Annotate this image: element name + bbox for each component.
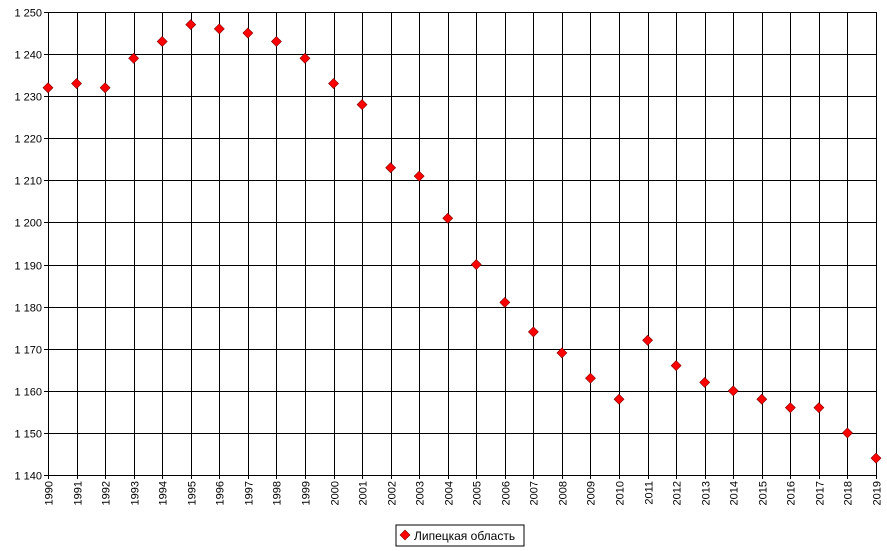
y-tick-label: 1 220 bbox=[14, 134, 42, 146]
grid bbox=[48, 12, 877, 476]
data-point bbox=[442, 212, 454, 224]
x-tick-label: 2005 bbox=[472, 481, 484, 505]
data-point bbox=[585, 372, 596, 384]
legend: Липецкая область bbox=[395, 524, 525, 547]
data-point bbox=[813, 402, 825, 414]
x-tick-label: 1991 bbox=[73, 481, 85, 505]
x-axis-ticks: 1990 1991 1992 1993 1994 1995 1996 1997 1998 1999… bbox=[44, 481, 884, 505]
x-tick-label: 1999 bbox=[301, 481, 313, 505]
y-tick-label: 1 170 bbox=[14, 345, 42, 357]
x-tick-label: 2010 bbox=[615, 481, 627, 505]
y-tick-label: 1 200 bbox=[14, 218, 42, 230]
x-tick-label: 1997 bbox=[244, 481, 256, 505]
x-tick-label: 2018 bbox=[843, 481, 855, 505]
plot-area-border bbox=[48, 12, 877, 476]
data-point bbox=[670, 360, 682, 371]
x-tick-label: 1990 bbox=[44, 481, 56, 505]
data-point bbox=[385, 162, 397, 174]
x-tick-label: 2016 bbox=[786, 481, 798, 505]
x-tick-label: 2000 bbox=[330, 481, 342, 505]
data-point bbox=[242, 27, 254, 39]
x-tick-label: 2003 bbox=[415, 481, 427, 505]
y-tick-label: 1 210 bbox=[14, 176, 42, 188]
data-point bbox=[613, 393, 625, 405]
x-tick-label: 1996 bbox=[215, 481, 227, 505]
data-point bbox=[71, 78, 82, 89]
x-tick-label: 2002 bbox=[387, 481, 399, 505]
legend-marker-diamond bbox=[399, 529, 411, 541]
axes bbox=[44, 12, 877, 479]
data-point bbox=[727, 385, 739, 397]
x-tick-label: 2004 bbox=[444, 481, 456, 505]
x-tick-label: 2015 bbox=[758, 481, 770, 505]
y-tick-label: 1 140 bbox=[14, 471, 42, 483]
x-tick-label: 1993 bbox=[130, 481, 142, 505]
data-point bbox=[499, 297, 511, 308]
data-point bbox=[299, 52, 311, 64]
data-point bbox=[470, 259, 482, 270]
legend-label: Липецкая область bbox=[414, 529, 515, 543]
data-point bbox=[842, 427, 853, 439]
legend-box bbox=[395, 524, 525, 547]
y-tick-label: 1 150 bbox=[14, 429, 42, 441]
x-tick-label: 2007 bbox=[529, 481, 541, 505]
data-point bbox=[213, 23, 225, 35]
x-tick-label: 2013 bbox=[701, 481, 713, 505]
y-tick-label: 1 180 bbox=[14, 303, 42, 315]
x-tick-label: 1998 bbox=[272, 481, 284, 505]
data-point bbox=[527, 326, 539, 338]
x-tick-label: 1994 bbox=[158, 481, 170, 505]
data-points bbox=[42, 19, 882, 464]
x-tick-label: 2017 bbox=[815, 481, 827, 505]
data-point bbox=[699, 376, 711, 388]
data-point bbox=[356, 99, 368, 111]
x-tick-label: 2019 bbox=[872, 481, 884, 505]
data-point bbox=[156, 36, 168, 47]
data-point bbox=[270, 36, 282, 47]
data-point bbox=[556, 347, 568, 359]
x-tick-label: 1992 bbox=[101, 481, 113, 505]
x-tick-label: 2012 bbox=[672, 481, 684, 505]
x-tick-label: 1995 bbox=[187, 481, 199, 505]
x-tick-label: 2006 bbox=[501, 481, 513, 505]
data-point bbox=[784, 402, 796, 414]
y-tick-label: 1 190 bbox=[14, 261, 42, 273]
data-point bbox=[756, 393, 768, 405]
data-point bbox=[42, 82, 54, 94]
data-point bbox=[185, 19, 197, 31]
data-point bbox=[99, 82, 111, 94]
x-tick-label: 2001 bbox=[358, 481, 370, 505]
data-point bbox=[328, 78, 339, 89]
y-tick-label: 1 160 bbox=[14, 387, 42, 399]
x-tick-label: 2014 bbox=[729, 481, 741, 505]
data-point bbox=[128, 52, 140, 64]
data-point bbox=[642, 334, 654, 346]
x-tick-label: 2008 bbox=[558, 481, 570, 505]
y-tick-label: 1 230 bbox=[14, 92, 42, 104]
x-tick-label: 2011 bbox=[644, 481, 656, 505]
y-axis-ticks: 1 140 1 150 1 160 1 170 1 180 1 190 1 200 1 210… bbox=[14, 8, 42, 483]
x-tick-label: 2009 bbox=[586, 481, 598, 505]
y-tick-label: 1 250 bbox=[14, 8, 42, 20]
data-point bbox=[413, 170, 425, 182]
y-tick-label: 1 240 bbox=[14, 50, 42, 62]
data-point bbox=[870, 452, 882, 464]
